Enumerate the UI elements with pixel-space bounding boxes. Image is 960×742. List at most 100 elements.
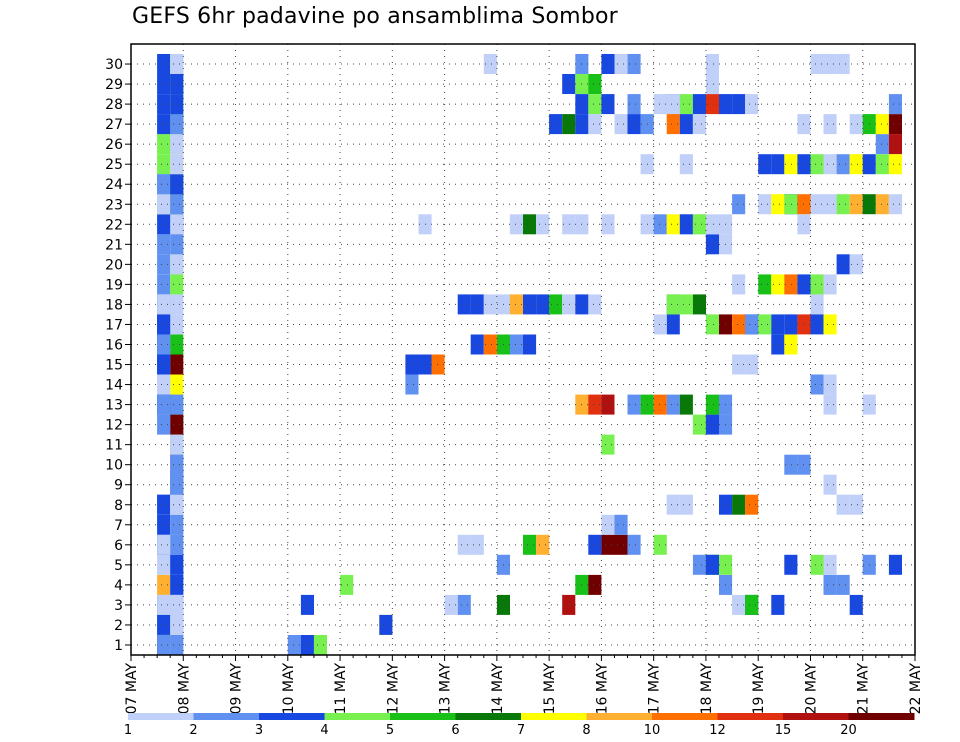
heatmap-cell bbox=[157, 334, 171, 355]
heatmap-cell bbox=[170, 194, 184, 215]
heatmap-cell bbox=[614, 114, 628, 135]
colorbar-swatch bbox=[390, 713, 456, 720]
heatmap-cell bbox=[157, 314, 171, 335]
heatmap-cell bbox=[732, 354, 746, 375]
heatmap-cell bbox=[653, 394, 667, 415]
colorbar-label: 7 bbox=[517, 723, 525, 738]
heatmap-cell bbox=[562, 74, 576, 94]
heatmap-cell bbox=[745, 314, 759, 335]
y-tick-label: 25 bbox=[105, 157, 123, 173]
heatmap-cell bbox=[823, 114, 837, 135]
heatmap-cell bbox=[705, 54, 719, 74]
heatmap-cell bbox=[157, 174, 171, 195]
heatmap-cell bbox=[810, 294, 824, 315]
y-tick-label: 1 bbox=[114, 638, 123, 654]
heatmap-cell bbox=[823, 194, 837, 215]
heatmap-cell bbox=[588, 74, 602, 94]
heatmap-cell bbox=[732, 94, 746, 115]
heatmap-cell bbox=[157, 134, 171, 155]
heatmap-cell bbox=[666, 294, 680, 315]
colorbar-swatch bbox=[193, 713, 260, 720]
heatmap-cell bbox=[745, 94, 759, 115]
heatmap-cell bbox=[157, 635, 171, 655]
heatmap-cell bbox=[170, 554, 184, 575]
heatmap-cell bbox=[170, 154, 184, 175]
heatmap-cell bbox=[170, 234, 184, 255]
heatmap-cell bbox=[509, 294, 523, 315]
heatmap-cell bbox=[666, 214, 680, 235]
heatmap-cell bbox=[875, 154, 889, 175]
heatmap-cell bbox=[823, 374, 837, 395]
y-tick-label: 29 bbox=[105, 77, 123, 93]
heatmap-cell bbox=[771, 274, 785, 295]
heatmap-cell bbox=[627, 54, 641, 74]
heatmap-cell bbox=[157, 254, 171, 275]
x-tick-label: 21 MAY bbox=[856, 663, 872, 715]
y-tick-label: 10 bbox=[105, 458, 123, 474]
heatmap-cell bbox=[823, 574, 837, 595]
heatmap-cell bbox=[170, 114, 184, 135]
heatmap-cell bbox=[588, 574, 602, 595]
heatmap-cell bbox=[666, 94, 680, 115]
heatmap-cell bbox=[601, 94, 615, 115]
heatmap-cell bbox=[732, 194, 746, 215]
heatmap-cell bbox=[614, 54, 628, 74]
heatmap-cell bbox=[470, 334, 484, 355]
heatmap-cell bbox=[562, 594, 576, 615]
y-tick-label: 4 bbox=[114, 578, 123, 594]
heatmap-cell bbox=[875, 114, 889, 135]
y-tick-label: 19 bbox=[105, 277, 123, 293]
x-tick-label: 14 MAY bbox=[490, 663, 506, 715]
heatmap-cell bbox=[836, 254, 850, 275]
heatmap-cell bbox=[784, 154, 798, 175]
heatmap-cell bbox=[470, 294, 484, 315]
heatmap-cell bbox=[758, 194, 772, 215]
heatmap-cell bbox=[379, 614, 393, 635]
heatmap-cell bbox=[875, 134, 889, 155]
heatmap-cell bbox=[784, 194, 798, 215]
heatmap-cell bbox=[653, 94, 667, 115]
heatmap-cell bbox=[810, 54, 824, 74]
heatmap-cell bbox=[666, 394, 680, 415]
heatmap-cell bbox=[849, 154, 863, 175]
heatmap-cell bbox=[170, 614, 184, 635]
heatmap-cell bbox=[549, 114, 563, 135]
heatmap-cell bbox=[875, 194, 889, 215]
heatmap-cell bbox=[523, 214, 537, 235]
heatmap-cell bbox=[523, 534, 537, 555]
colorbar-label: 6 bbox=[451, 723, 459, 738]
heatmap-cell bbox=[823, 314, 837, 335]
heatmap-cell bbox=[836, 54, 850, 74]
heatmap-cell bbox=[170, 94, 184, 115]
heatmap-cell bbox=[300, 635, 314, 655]
heatmap-cell bbox=[692, 554, 706, 575]
y-tick-label: 13 bbox=[105, 398, 123, 414]
heatmap-cell bbox=[509, 334, 523, 355]
heatmap-cell bbox=[170, 374, 184, 395]
heatmap-cell bbox=[849, 494, 863, 515]
x-tick-label: 18 MAY bbox=[699, 663, 715, 715]
y-tick-label: 16 bbox=[105, 337, 123, 353]
heatmap-cell bbox=[157, 114, 171, 135]
y-tick-label: 30 bbox=[105, 57, 123, 73]
x-tick-label: 07 MAY bbox=[124, 663, 140, 715]
heatmap-cell bbox=[784, 334, 798, 355]
y-tick-label: 6 bbox=[114, 538, 123, 554]
heatmap-cell bbox=[679, 114, 693, 135]
heatmap-cell bbox=[614, 514, 628, 535]
heatmap-cell bbox=[784, 314, 798, 335]
heatmap-cell bbox=[601, 434, 615, 455]
heatmap-cell bbox=[170, 434, 184, 455]
heatmap-cell bbox=[888, 554, 902, 575]
heatmap-cell bbox=[170, 534, 184, 555]
heatmap-cell bbox=[509, 214, 523, 235]
heatmap-cell bbox=[523, 294, 537, 315]
heatmap-cell bbox=[170, 574, 184, 595]
heatmap-cell bbox=[444, 594, 458, 615]
colorbar-swatch bbox=[259, 713, 325, 720]
colorbar-swatch bbox=[848, 713, 915, 720]
heatmap-cell bbox=[523, 334, 537, 355]
colorbar-label: 3 bbox=[255, 723, 263, 738]
heatmap-cell bbox=[536, 294, 550, 315]
heatmap-cell bbox=[157, 494, 171, 515]
